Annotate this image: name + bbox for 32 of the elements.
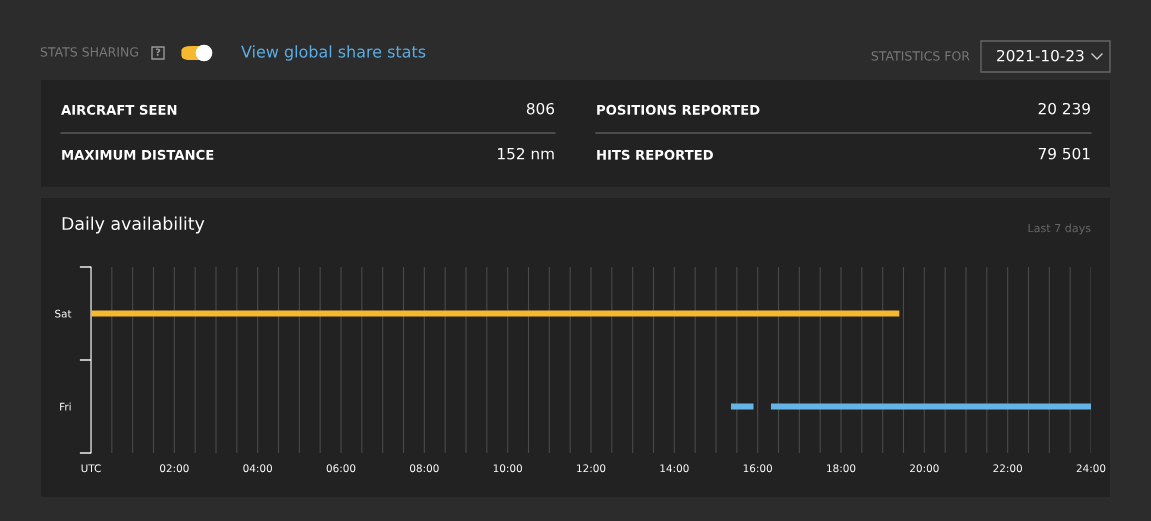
x-tick-label: 04:00 [243,464,272,473]
text: 152 nm [498,147,554,160]
text: STATS SHARING [40,47,138,57]
y-tick-label: Sat [55,309,72,318]
x-tick-label: 06:00 [326,464,356,473]
text: POSITIONS REPORTED [597,104,760,115]
bar [91,310,900,317]
text: 2021-10-23 [997,49,1084,62]
x-tick-label: 14:00 [660,464,689,473]
x-tick-label: 02:00 [160,464,189,473]
x-tick-label: 20:00 [910,464,939,473]
text: 20 239 [1038,102,1090,115]
x-tick-label: 22:00 [993,464,1022,473]
text: AIRCRAFT SEEN [61,104,177,115]
text: ? [155,48,161,56]
chart-title: Daily availability [62,216,205,234]
text: HITS REPORTED [597,149,713,160]
text: 806 [526,102,555,115]
text: View global share stats [241,45,426,61]
text: Last 7 days [1028,223,1091,235]
x-tick-label: 16:00 [743,464,772,473]
text: MAXIMUM DISTANCE [62,149,214,160]
x-tick-label: 18:00 [827,464,856,473]
text: 79 501 [1038,147,1090,160]
x-tick-label: 10:00 [493,464,522,473]
text: STATISTICS FOR [871,51,970,61]
y-tick-label: Fri [60,402,71,411]
x-tick-label: UTC [81,464,101,473]
x-tick-label: 08:00 [410,464,439,473]
bar [771,403,1091,410]
x-tick-label: 12:00 [577,464,606,473]
x-tick-label: 24:00 [1076,464,1106,473]
